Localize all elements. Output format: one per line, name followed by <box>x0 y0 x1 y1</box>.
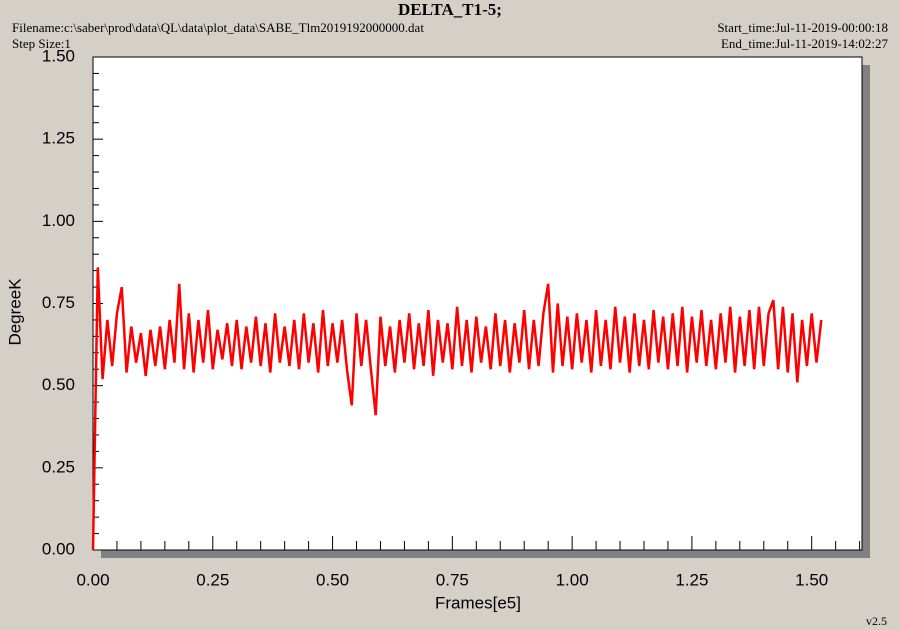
step-size: Step Size:1 <box>12 36 71 51</box>
x-tick-label: 0.75 <box>436 570 469 589</box>
end-time: End_time:Jul-11-2019-14:02:27 <box>721 36 889 51</box>
plot-area <box>92 56 863 551</box>
start-time: Start_time:Jul-11-2019-00:00:18 <box>717 20 888 35</box>
x-tick-label: 0.25 <box>196 570 229 589</box>
y-tick-label: 1.00 <box>42 211 75 230</box>
y-tick-label: 0.75 <box>42 293 75 312</box>
x-tick-label: 1.25 <box>675 570 708 589</box>
y-tick-label: 1.50 <box>42 46 75 65</box>
x-axis-label: Frames[e5] <box>435 593 521 612</box>
data-line <box>91 267 823 551</box>
filename: Filename:c:\saber\prod\data\QL\data\plot… <box>12 20 424 35</box>
version: v2.5 <box>866 614 887 628</box>
y-tick-label: 0.50 <box>42 375 75 394</box>
x-tick-label: 1.00 <box>556 570 589 589</box>
x-tick-label: 1.50 <box>795 570 828 589</box>
x-tick-label: 0.00 <box>76 570 109 589</box>
chart-title: DELTA_T1-5; <box>398 0 502 19</box>
y-axis-label: DegreeK <box>5 278 24 346</box>
y-tick-label: 0.00 <box>42 539 75 558</box>
x-tick-label: 0.50 <box>316 570 349 589</box>
y-tick-label: 0.25 <box>42 457 75 476</box>
y-tick-label: 1.25 <box>42 129 75 148</box>
